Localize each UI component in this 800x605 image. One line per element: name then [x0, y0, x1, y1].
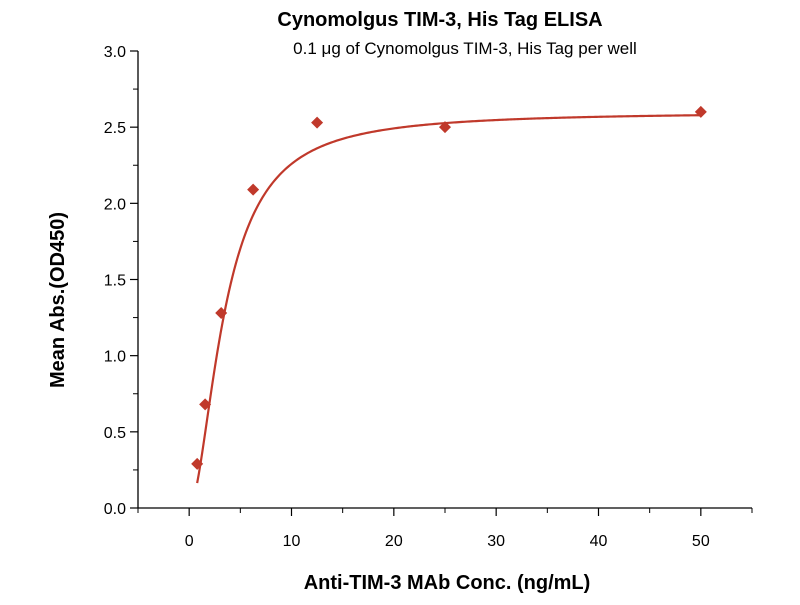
axes: [137, 51, 752, 509]
y-tick-label: 1.5: [104, 273, 126, 290]
y-tick-label: 0.5: [104, 425, 126, 442]
data-point: [694, 105, 707, 118]
data-point: [247, 183, 260, 196]
chart-title: Cynomolgus TIM-3, His Tag ELISA: [277, 9, 602, 31]
x-tick-label: 10: [283, 533, 301, 550]
data-points: [191, 105, 707, 470]
fit-curve: [196, 114, 701, 484]
x-tick-label: 30: [487, 533, 505, 550]
y-tick-label: 2.5: [104, 120, 126, 137]
fit-curve-group: [196, 114, 701, 484]
ticks: 0 10 20 30 40 50 0.0 0.5 1.0 1.5 2.0 2.5 3.0: [104, 44, 753, 550]
y-tick-label: 0.0: [104, 501, 126, 518]
chart-subtitle: 0.1 μg of Cynomolgus TIM-3, His Tag per …: [293, 39, 637, 58]
data-point: [199, 398, 212, 411]
y-axis-label: Mean Abs.(OD450): [47, 212, 69, 388]
y-tick-label: 1.0: [104, 349, 126, 366]
data-point: [439, 121, 451, 134]
data-point: [215, 307, 228, 320]
data-point: [191, 457, 204, 470]
y-tick-label: 3.0: [104, 44, 126, 61]
x-tick-label: 20: [385, 533, 403, 550]
x-tick-label: 50: [692, 533, 710, 550]
y-tick-label: 2.0: [104, 196, 126, 213]
data-point: [311, 116, 324, 129]
x-tick-label: 0: [185, 533, 194, 550]
x-tick-label: 40: [590, 533, 608, 550]
x-axis-label: Anti-TIM-3 MAb Conc. (ng/mL): [304, 572, 591, 594]
